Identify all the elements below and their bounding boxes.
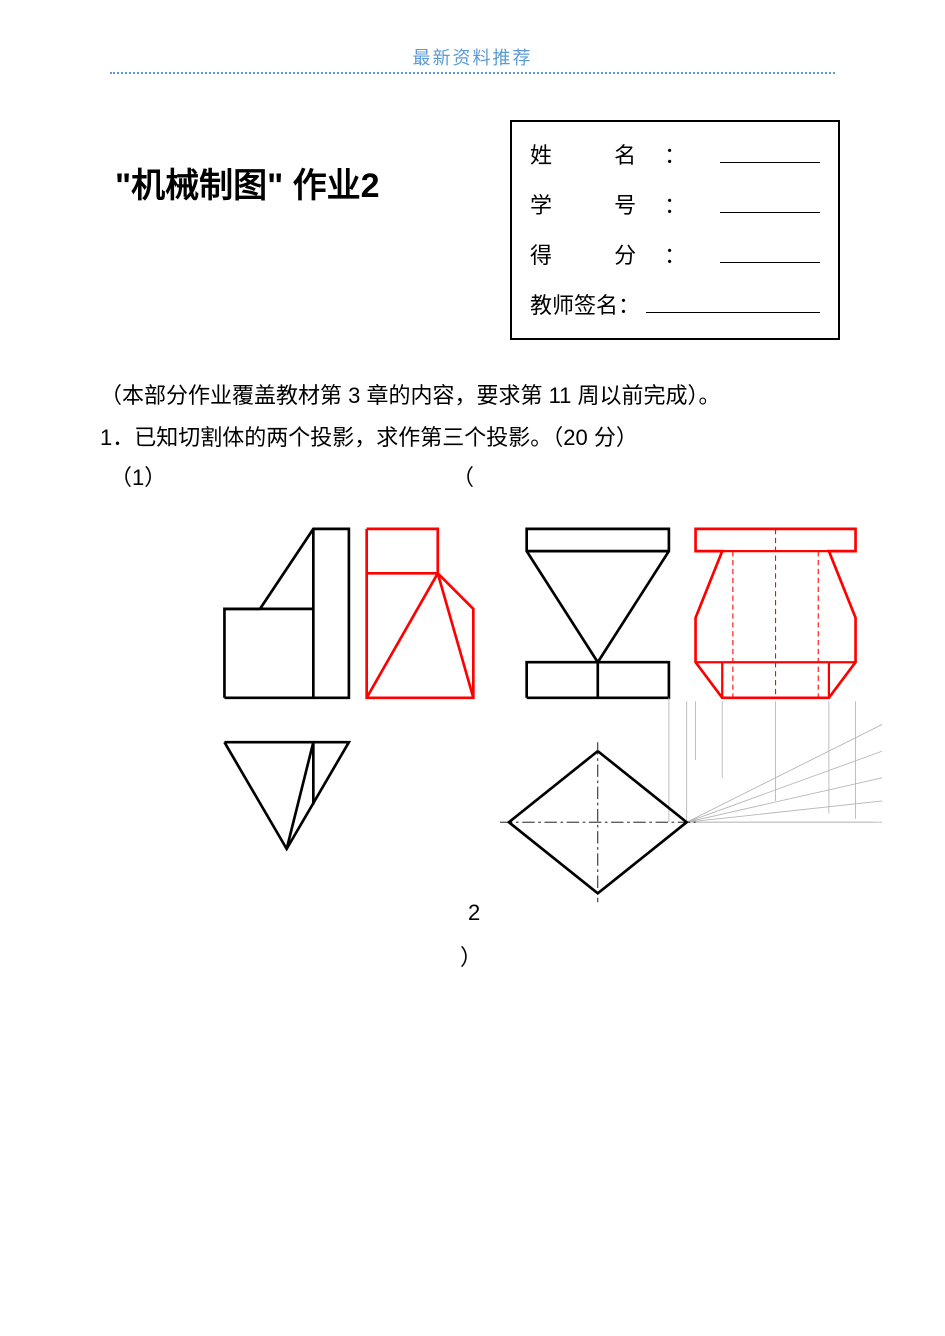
blank-line <box>720 191 820 213</box>
d2-side-view <box>696 529 856 698</box>
blank-line <box>720 141 820 163</box>
d2-top-view <box>500 742 696 902</box>
subquestion-1: （1） <box>110 460 166 492</box>
info-row-name: 姓 名： <box>530 138 820 170</box>
header-banner: 最新资料推荐 <box>110 44 835 74</box>
diagram-area <box>100 495 880 945</box>
info-row-signature: 教师签名： <box>530 288 820 320</box>
construction-lines <box>669 698 882 822</box>
d2-front-view <box>527 529 669 698</box>
question-1: 1．已知切割体的两个投影，求作第三个投影。（20 分） <box>100 420 638 452</box>
d1-front-view <box>224 529 348 698</box>
page-title: "机械制图" 作业2 <box>115 158 380 207</box>
instruction-text: （本部分作业覆盖教材第 3 章的内容，要求第 11 周以前完成）。 <box>100 378 721 410</box>
label-score: 得 分： <box>530 238 714 270</box>
d1-top-view <box>224 742 348 849</box>
subquestion-2-open: （ <box>452 460 474 492</box>
label-id: 学 号： <box>530 188 714 220</box>
projection-diagrams <box>100 495 900 945</box>
blank-line <box>720 241 820 263</box>
blank-line <box>646 291 820 313</box>
label-signature: 教师签名： <box>530 288 640 320</box>
info-row-score: 得 分： <box>530 238 820 270</box>
info-row-id: 学 号： <box>530 188 820 220</box>
info-box: 姓 名： 学 号： 得 分： 教师签名： <box>510 120 840 340</box>
label-name: 姓 名： <box>530 138 714 170</box>
d1-side-view <box>367 529 474 698</box>
